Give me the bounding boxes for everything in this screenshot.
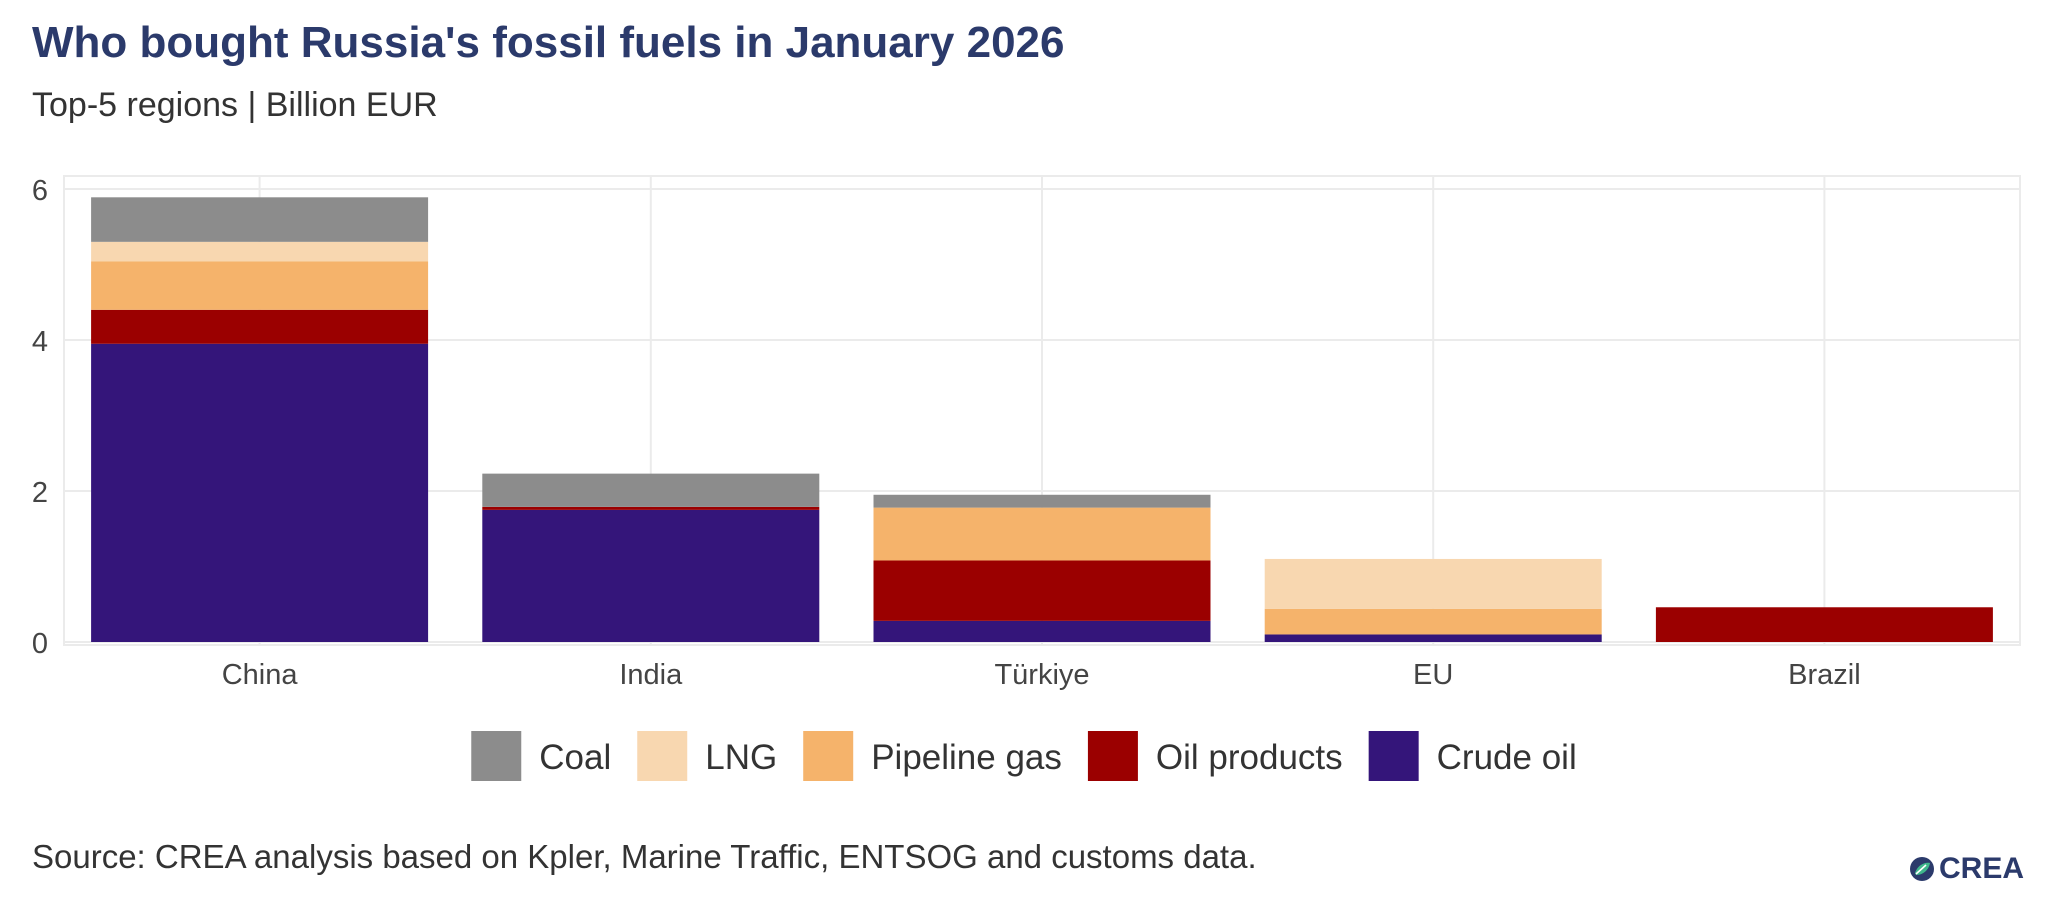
legend-key-lng (637, 731, 688, 781)
legend-label-coal: Coal (539, 738, 611, 777)
bar-eu-crude-oil (1264, 634, 1602, 642)
legend-key-pipeline-gas (803, 731, 854, 781)
bar-turkiye-crude-oil (873, 620, 1211, 642)
x-tick-label: Türkiye (994, 659, 1089, 691)
x-tick-label: China (222, 659, 299, 691)
bar-china-coal (91, 197, 429, 242)
legend-label-pipeline-gas: Pipeline gas (871, 738, 1062, 777)
bar-turkiye-coal (873, 494, 1211, 508)
x-tick-label: India (619, 659, 683, 691)
legend-key-oil-products (1087, 731, 1138, 781)
bar-india-oil-products (482, 506, 820, 510)
bar-india-coal (482, 473, 820, 507)
legend-label-crude-oil: Crude oil (1437, 738, 1577, 777)
bar-eu-pipeline-gas (1264, 608, 1602, 635)
chart-title: Who bought Russia's fossil fuels in Janu… (32, 18, 1065, 67)
y-tick-label: 0 (32, 628, 48, 660)
crea-logo: CREA (1909, 852, 2024, 886)
logo-text: CREA (1938, 852, 2024, 885)
crea-leaf-icon (1909, 857, 1934, 881)
legend-label-lng: LNG (705, 738, 777, 777)
x-tick-label: EU (1413, 659, 1453, 691)
bar-china-oil-products (91, 309, 429, 344)
y-tick-label: 4 (32, 326, 48, 358)
bar-china-lng (91, 241, 429, 262)
source-note: Source: CREA analysis based on Kpler, Ma… (32, 838, 1257, 875)
bar-turkiye-oil-products (873, 560, 1211, 621)
bar-eu-lng (1264, 558, 1602, 609)
bar-china-crude-oil (91, 343, 429, 642)
y-tick-label: 2 (32, 477, 48, 509)
chart-subtitle: Top-5 regions | Billion EUR (32, 86, 438, 124)
bar-china-pipeline-gas (91, 261, 429, 310)
bar-turkiye-pipeline-gas (873, 507, 1211, 561)
bar-india-crude-oil (482, 509, 820, 642)
legend-key-crude-oil (1368, 731, 1419, 781)
y-tick-label: 6 (32, 175, 48, 207)
stacked-bar-chart: 0 2 4 6 China India Türkiye EU Brazil Coal LNG Pipe… (32, 175, 2021, 781)
bar-brazil-oil-products (1655, 607, 1993, 642)
legend-key-coal (471, 731, 522, 781)
x-tick-label: Brazil (1788, 659, 1861, 691)
legend-label-oil-products: Oil products (1156, 738, 1343, 777)
